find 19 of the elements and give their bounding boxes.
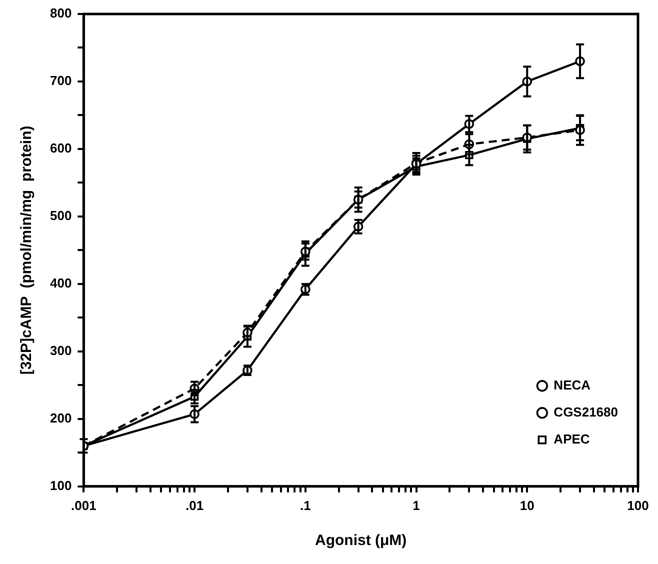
x-tick-label: 100	[627, 498, 649, 513]
y-tick-label: 800	[50, 6, 72, 21]
y-axis-title: [32P]cAMP (pmol/min/mg protein)	[18, 126, 36, 375]
y-tick-label: 200	[50, 410, 72, 426]
x-tick-label: 1	[412, 498, 420, 513]
legend-label: NECA	[554, 377, 592, 392]
legend-label: CGS21680	[554, 404, 618, 420]
y-tick-label: 300	[50, 343, 72, 358]
x-tick-label: 10	[520, 498, 534, 513]
y-tick-label: 700	[50, 73, 72, 88]
y-tick-label: 400	[50, 276, 72, 291]
y-tick-label: 500	[50, 208, 72, 224]
x-tick-label: .01	[186, 498, 204, 513]
y-tick-label: 100	[50, 478, 72, 493]
y-tick-label: 600	[50, 140, 72, 156]
x-tick-label: .001	[71, 498, 96, 513]
x-tick-label: .1	[300, 498, 311, 513]
x-axis-title: Agonist (μM)	[315, 532, 407, 550]
legend-label: APEC	[554, 431, 590, 446]
